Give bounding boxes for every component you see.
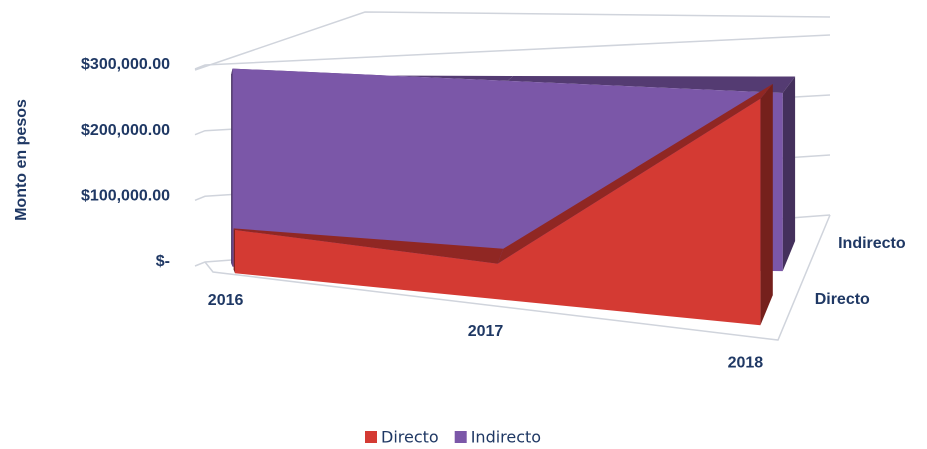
x-tick-label: 2017 bbox=[468, 323, 504, 340]
y-tick-label: $100,000.00 bbox=[81, 188, 170, 205]
area-side bbox=[760, 83, 773, 326]
area-side bbox=[233, 228, 235, 274]
floor-edge bbox=[204, 214, 831, 341]
y-tick-label: $- bbox=[156, 253, 170, 270]
area-side bbox=[782, 76, 796, 272]
legend-label: Directo bbox=[381, 428, 439, 447]
depth-label: Indirecto bbox=[838, 235, 906, 252]
area bbox=[235, 98, 761, 326]
x-tick-label: 2018 bbox=[728, 354, 764, 371]
wall-top bbox=[194, 11, 831, 71]
y-axis-title: Monto en pesos bbox=[13, 99, 30, 221]
area-top bbox=[507, 76, 796, 93]
y-tick-label: $300,000.00 bbox=[81, 56, 170, 73]
y-tick-label: $200,000.00 bbox=[81, 122, 170, 139]
depth-label: Directo bbox=[815, 291, 870, 308]
area-top bbox=[233, 228, 504, 264]
legend-swatch bbox=[454, 431, 467, 443]
area-top bbox=[231, 68, 514, 81]
area-top bbox=[497, 83, 773, 264]
area-side bbox=[231, 68, 233, 267]
x-tick-label: 2016 bbox=[208, 292, 244, 309]
legend-label: Indirecto bbox=[471, 428, 541, 447]
legend-swatch bbox=[365, 431, 377, 443]
grid-line bbox=[194, 34, 831, 70]
